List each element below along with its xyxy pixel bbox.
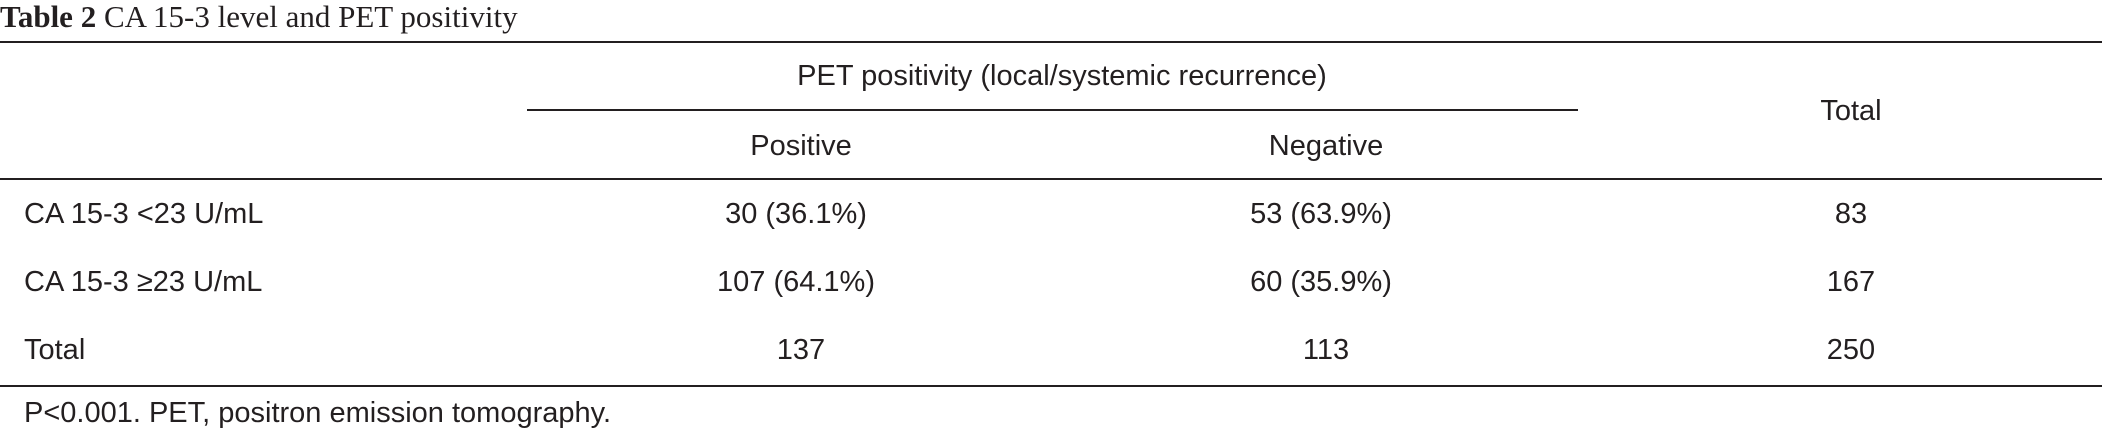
cell-total: 250 <box>1826 334 1876 366</box>
bottom-rule <box>0 385 2102 387</box>
row-label: CA 15-3 ≥23 U/mL <box>24 266 263 298</box>
cell-negative: 60 (35.9%) <box>1250 266 1392 298</box>
cell-negative: 53 (63.9%) <box>1250 198 1392 230</box>
header-positive: Positive <box>750 130 852 162</box>
header-negative: Negative <box>1268 130 1384 162</box>
top-rule <box>0 41 2102 43</box>
group-header-pet-positivity: PET positivity (local/systemic recurrenc… <box>797 60 1327 92</box>
table-caption-label: Table 2 <box>0 0 97 34</box>
table-footnote: P<0.001. PET, positron emission tomograp… <box>24 397 612 429</box>
row-label: Total <box>24 334 86 366</box>
row-label: CA 15-3 <23 U/mL <box>24 198 264 230</box>
header-total: Total <box>1820 95 1882 127</box>
header-bottom-rule <box>0 178 2102 180</box>
table-caption-text: CA 15-3 level and PET positivity <box>103 0 518 34</box>
table-caption: Table 2 CA 15-3 level and PET positivity <box>0 0 518 34</box>
group-header-rule <box>527 109 1578 111</box>
cell-total: 167 <box>1826 266 1876 298</box>
cell-positive: 137 <box>776 334 826 366</box>
cell-negative: 113 <box>1302 334 1350 366</box>
cell-positive: 30 (36.1%) <box>725 198 867 230</box>
cell-total: 83 <box>1834 198 1868 230</box>
cell-positive: 107 (64.1%) <box>717 266 875 298</box>
